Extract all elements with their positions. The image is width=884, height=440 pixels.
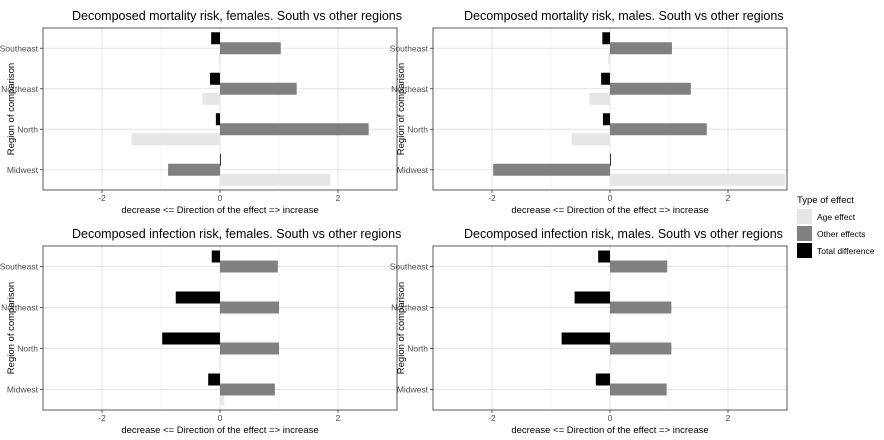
bar bbox=[220, 123, 369, 136]
y-tick-label: Southeast bbox=[0, 262, 39, 272]
x-tick-label: 2 bbox=[336, 413, 341, 423]
bar bbox=[610, 82, 691, 95]
x-tick-label: -2 bbox=[488, 413, 496, 423]
bar bbox=[220, 301, 279, 314]
y-tick-label: Northeast bbox=[391, 303, 428, 313]
legend-label: Total difference bbox=[817, 246, 875, 256]
panel-title: Decomposed mortality risk, females. Sout… bbox=[72, 9, 402, 23]
bar bbox=[610, 311, 611, 324]
bar bbox=[209, 72, 220, 85]
bar bbox=[589, 92, 610, 105]
x-tick-label: -2 bbox=[488, 193, 496, 203]
bar bbox=[220, 153, 221, 166]
bar bbox=[602, 32, 610, 45]
bar bbox=[211, 32, 220, 45]
y-axis-label: Region of comparison bbox=[396, 282, 407, 374]
legend-title: Type of effect bbox=[797, 195, 854, 206]
bar bbox=[202, 92, 220, 105]
bar bbox=[601, 72, 610, 85]
bar bbox=[610, 393, 611, 406]
y-tick-label: Southeast bbox=[390, 262, 429, 272]
y-tick-label: Northeast bbox=[1, 84, 38, 94]
bar bbox=[571, 133, 610, 146]
y-tick-label: Midwest bbox=[7, 165, 39, 175]
bar bbox=[220, 260, 278, 273]
panel-title: Decomposed infection risk, males. South … bbox=[464, 227, 783, 241]
bar bbox=[218, 52, 220, 65]
bar bbox=[610, 260, 668, 273]
bar bbox=[220, 311, 221, 324]
x-axis-label: decrease <= Direction of the effect => i… bbox=[511, 425, 708, 436]
bar bbox=[220, 383, 275, 396]
bar bbox=[220, 393, 225, 406]
x-axis-label: decrease <= Direction of the effect => i… bbox=[511, 205, 708, 216]
bar bbox=[610, 342, 672, 355]
y-tick-label: Midwest bbox=[397, 385, 429, 395]
x-tick-label: 2 bbox=[336, 193, 341, 203]
bar bbox=[610, 352, 611, 365]
x-tick-label: 0 bbox=[218, 193, 223, 203]
y-tick-label: Midwest bbox=[397, 165, 429, 175]
x-tick-label: 0 bbox=[218, 413, 223, 423]
bar bbox=[220, 42, 281, 55]
bar bbox=[175, 291, 220, 304]
y-axis-label: Region of comparison bbox=[6, 63, 17, 155]
y-tick-label: North bbox=[17, 344, 38, 354]
x-tick-label: -2 bbox=[98, 193, 106, 203]
bar bbox=[168, 163, 220, 176]
bar bbox=[215, 113, 220, 126]
x-tick-label: 0 bbox=[608, 413, 613, 423]
bar bbox=[208, 373, 220, 386]
bar bbox=[598, 250, 610, 263]
x-tick-label: 2 bbox=[726, 413, 731, 423]
legend-label: Age effect bbox=[817, 212, 856, 222]
legend-swatch bbox=[797, 209, 812, 224]
y-tick-label: North bbox=[407, 124, 428, 134]
y-tick-label: Southeast bbox=[0, 43, 39, 53]
bar bbox=[162, 332, 220, 345]
bar bbox=[220, 173, 331, 186]
legend-label: Other effects bbox=[817, 229, 866, 239]
bar bbox=[220, 270, 221, 283]
bar bbox=[610, 270, 611, 283]
x-tick-label: 0 bbox=[608, 193, 613, 203]
y-axis-label: Region of comparison bbox=[396, 63, 407, 155]
x-tick-label: 2 bbox=[726, 193, 731, 203]
bar bbox=[220, 352, 221, 365]
bar bbox=[561, 332, 610, 345]
bar bbox=[610, 383, 667, 396]
y-tick-label: North bbox=[17, 124, 38, 134]
y-tick-label: Northeast bbox=[391, 84, 428, 94]
bar bbox=[131, 133, 220, 146]
bar bbox=[610, 153, 611, 166]
bar bbox=[610, 123, 707, 136]
panel-title: Decomposed infection risk, females. Sout… bbox=[72, 227, 401, 241]
bar bbox=[220, 82, 297, 95]
bar bbox=[595, 373, 610, 386]
y-tick-label: Midwest bbox=[7, 385, 39, 395]
bar bbox=[610, 173, 786, 186]
bar bbox=[211, 250, 220, 263]
bar bbox=[610, 42, 672, 55]
y-axis-label: Region of comparison bbox=[6, 282, 17, 374]
x-axis-label: decrease <= Direction of the effect => i… bbox=[121, 425, 318, 436]
y-tick-label: Northeast bbox=[1, 303, 38, 313]
bar bbox=[610, 301, 672, 314]
x-tick-label: -2 bbox=[98, 413, 106, 423]
y-tick-label: Southeast bbox=[390, 43, 429, 53]
x-axis-label: decrease <= Direction of the effect => i… bbox=[121, 205, 318, 216]
panel-title: Decomposed mortality risk, males. South … bbox=[464, 9, 784, 23]
legend-swatch bbox=[797, 243, 812, 258]
bar bbox=[220, 342, 279, 355]
legend-swatch bbox=[797, 226, 812, 241]
bar bbox=[602, 113, 610, 126]
bar bbox=[608, 52, 610, 65]
bar bbox=[493, 163, 610, 176]
y-tick-label: North bbox=[407, 344, 428, 354]
bar bbox=[574, 291, 610, 304]
